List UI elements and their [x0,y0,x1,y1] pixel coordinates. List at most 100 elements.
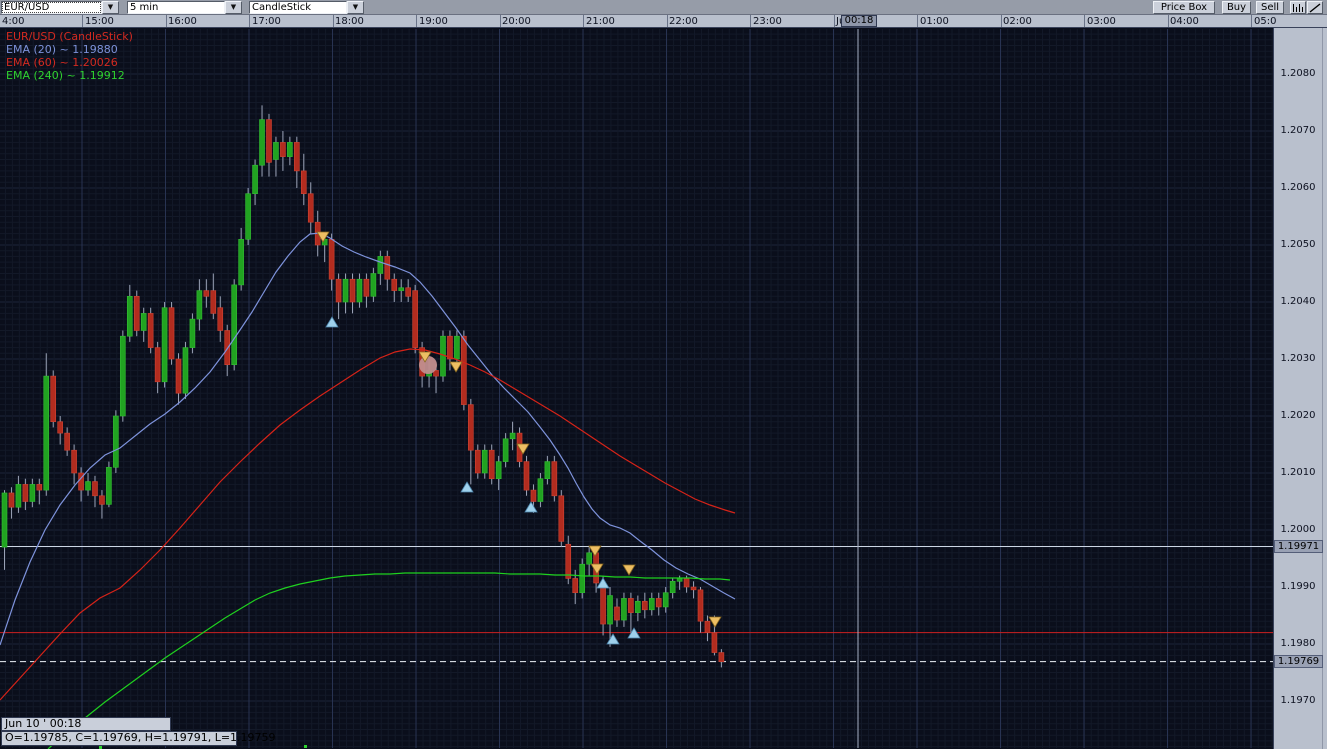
candle-up [356,278,363,303]
sell-arrow-icon [449,361,463,373]
time-axis-tick [249,15,250,27]
time-axis-label: 17:00 [252,16,281,27]
sell-arrow-icon [316,231,330,243]
candle-up [481,449,488,474]
chart-type-select-arrow chevron-down-icon[interactable]: ▼ [347,1,364,14]
candlestick-chart-svg [0,29,1273,749]
price-axis-label: 1.2030 [1280,353,1316,364]
interval-select-arrow chevron-down-icon[interactable]: ▼ [225,1,242,14]
candle-down [99,495,105,505]
candle-down [433,370,439,377]
candle-down [655,598,662,608]
candle-down [36,484,43,491]
candle-down [711,632,718,653]
symbol-select[interactable]: EUR/USD [1,1,102,14]
candle-up [182,347,189,394]
candle-down [683,578,690,588]
candle-down [704,620,711,633]
candle-up [635,600,641,613]
candle-up [621,598,627,621]
symbol-select-arrow chevron-down-icon[interactable]: ▼ [102,1,119,14]
candle-down [474,449,481,474]
ema-line [0,348,736,701]
time-axis-label: 18:00 [335,16,364,27]
candle-down [468,404,474,451]
time-axis-label: Ju [836,16,845,27]
candle-down [461,335,467,405]
trade-circle-marker [419,356,437,374]
candle-down [690,586,697,591]
sell-arrow-icon [418,351,432,363]
sell-button[interactable]: Sell [1256,1,1284,14]
candle-down [280,142,286,157]
buy-arrow-icon [325,316,339,328]
time-axis-label: 16:00 [168,16,197,27]
trendline-icon [1309,3,1321,13]
time-axis-tick [833,15,835,27]
candle-up [273,142,279,160]
chart-area[interactable] [0,28,1273,749]
time-axis-label: 22:00 [669,16,698,27]
candle-up [189,318,196,348]
candle-down [92,481,98,497]
time-axis-label: 23:00 [753,16,782,27]
candle-up [231,284,237,365]
current-time-highlight: 00:18 [841,15,877,27]
candle-down [22,484,29,502]
candle-down [71,449,77,474]
buy-arrow-icon [627,627,641,639]
candle-up [126,295,133,337]
time-axis-label: 04:00 [1170,16,1199,27]
time-axis-label: 02:00 [1003,16,1032,27]
price-axis-label: 1.2040 [1280,296,1316,307]
sell-arrow-icon [708,616,722,628]
volume-bars-icon [1293,4,1303,12]
time-axis-label: 01:00 [920,16,949,27]
candle-up [607,595,613,625]
time-axis-tick [1167,15,1169,27]
volume-bars-icon-button[interactable] [1290,1,1306,14]
chart-type-select[interactable]: CandleStick [249,1,347,14]
candle-down [447,335,453,360]
price-axis-label: 1.1980 [1280,638,1316,649]
time-axis-label: 03:00 [1087,16,1116,27]
price-axis[interactable]: 1.2080 1.2070 1.2060 1.2050 1.2040 1.2030 1.20… [1273,28,1327,749]
time-axis[interactable]: 4:00 15:00 16:00 17:00 18:00 19:00 20:00 21:00 2… [0,15,1327,28]
time-axis-label: 4:00 [2,16,25,27]
candle-down [294,142,300,172]
candle-down [210,290,217,314]
candle-down [300,170,307,194]
time-axis-label: 15:00 [85,16,114,27]
candle-up [502,438,509,462]
candle-down [154,347,161,383]
candle-down [405,287,411,297]
candle-down [175,358,182,394]
candle-up [537,478,544,502]
price-axis-label: 1.1990 [1280,581,1316,592]
interval-select[interactable]: 5 min [127,1,225,14]
time-axis-label: 05:0 [1254,16,1277,27]
candle-up [161,307,168,383]
candle-down [628,598,634,613]
price-box-button[interactable]: Price Box [1153,1,1215,14]
candle-down [133,295,140,331]
sell-arrow-icon [588,545,602,557]
candle-up [586,552,592,565]
time-axis-tick [917,15,918,27]
candle-down [697,589,704,622]
crosshair-date-tooltip: Jun 10 ' 00:18 [1,717,171,731]
candle-down [558,495,565,542]
candle-up [85,481,91,491]
candle-up [113,415,119,468]
legend-ema60: EMA (60) ~ 1.20026 [6,56,118,69]
candle-up [454,335,460,360]
candle-up [1,492,8,548]
buy-button[interactable]: Buy [1222,1,1251,14]
candle-down [50,375,57,423]
price-axis-label: 1.2010 [1280,467,1316,478]
price-axis-label: 1.2060 [1280,182,1316,193]
legend-ema240: EMA (240) ~ 1.19912 [6,69,125,82]
candle-down [147,313,154,348]
trendline-tool-button[interactable] [1307,1,1323,14]
